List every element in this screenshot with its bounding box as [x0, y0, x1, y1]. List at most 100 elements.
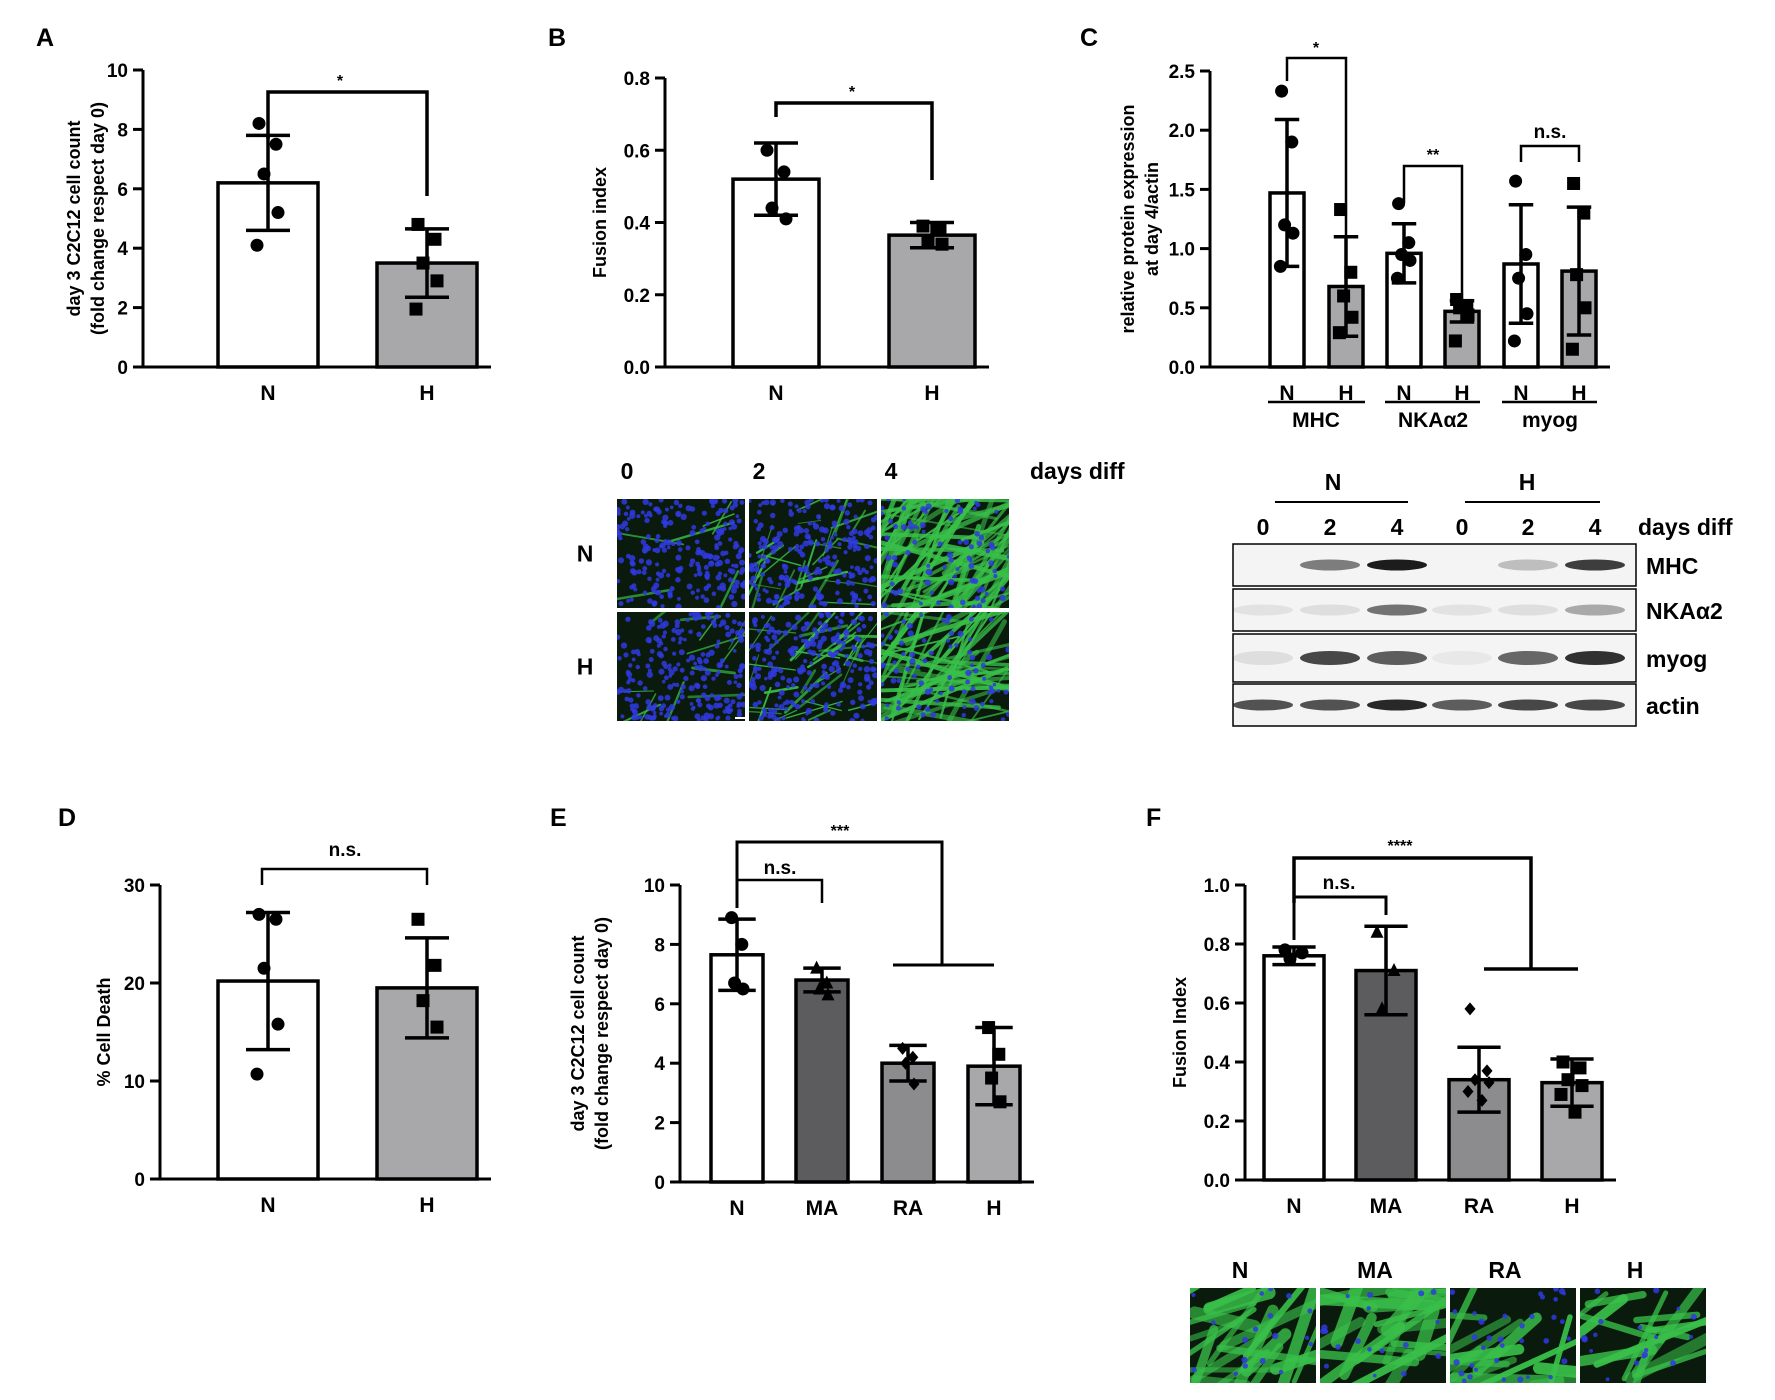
data-point: [765, 201, 779, 215]
nucleus: [686, 658, 691, 663]
data-point: [907, 1050, 919, 1064]
myotube: [961, 575, 1009, 608]
y-tick-label: 0: [654, 1173, 665, 1194]
nucleus: [777, 695, 782, 700]
nucleus: [823, 707, 829, 713]
myotube: [993, 584, 1009, 608]
micrograph-tile: [881, 612, 1009, 721]
nucleus: [881, 602, 888, 608]
nucleus: [791, 624, 798, 631]
nucleus: [707, 713, 715, 720]
nucleus: [716, 639, 721, 644]
nucleus: [846, 684, 851, 690]
nucleus: [642, 686, 648, 691]
nucleus: [1367, 1347, 1372, 1352]
myotube: [1190, 1288, 1201, 1295]
blot-band: [1565, 559, 1625, 571]
nucleus: [659, 594, 664, 600]
nucleus: [774, 703, 779, 708]
data-point: [1481, 1064, 1493, 1078]
nucleus: [620, 714, 625, 719]
nucleus: [669, 505, 674, 510]
nucleus: [835, 664, 841, 670]
nucleus: [862, 577, 868, 583]
nucleus: [907, 520, 913, 525]
micrograph-tile: [1320, 1288, 1446, 1383]
nucleus: [1272, 1332, 1279, 1340]
myotube: [1206, 1288, 1268, 1367]
myotube: [887, 666, 1009, 692]
nucleus: [850, 699, 856, 706]
nucleus: [924, 579, 931, 586]
data-point: [760, 143, 774, 157]
nucleus: [700, 594, 705, 599]
nucleus: [689, 702, 694, 706]
bar: [794, 978, 850, 1184]
y-tick-label: 8: [654, 935, 665, 956]
nucleus: [817, 569, 823, 575]
nucleus: [669, 585, 675, 592]
myotube: [1330, 1288, 1364, 1349]
nucleus: [812, 586, 819, 592]
x-category-label: RA: [1464, 1195, 1494, 1218]
nucleus: [710, 503, 716, 509]
nucleus: [970, 686, 976, 692]
nucleus: [999, 594, 1006, 602]
micrograph-tile: [1450, 1288, 1576, 1383]
myotube: [946, 503, 1009, 524]
nucleus: [662, 514, 669, 521]
nucleus: [694, 665, 699, 670]
nucleus: [854, 603, 859, 608]
nucleus: [965, 669, 972, 677]
nucleus: [985, 654, 993, 661]
data-point: [810, 960, 824, 974]
y-tick-label: 4: [117, 239, 128, 260]
nucleus: [665, 711, 671, 718]
nucleus: [621, 520, 629, 527]
nucleus: [697, 664, 704, 672]
nucleus: [694, 595, 700, 600]
nucleus: [757, 522, 764, 529]
panel-label: D: [58, 804, 76, 832]
nucleus: [1517, 1376, 1524, 1383]
nucleus: [660, 604, 665, 608]
significance-bracket: [1402, 164, 1464, 307]
myotube: [793, 560, 806, 594]
nucleus: [697, 659, 703, 665]
data-point: [411, 912, 425, 926]
nucleus: [1259, 1291, 1265, 1296]
y-tick-label: 0.4: [624, 214, 651, 235]
nucleus: [842, 573, 847, 578]
nucleus: [625, 505, 630, 510]
nucleus: [728, 594, 735, 600]
nucleus: [832, 554, 838, 560]
nucleus: [994, 509, 999, 514]
nucleus: [873, 514, 877, 521]
nucleus: [709, 499, 716, 505]
myotube: [916, 531, 1009, 583]
nucleus: [704, 570, 710, 576]
nucleus: [700, 715, 706, 721]
nucleus: [749, 682, 753, 689]
nucleus: [731, 523, 738, 530]
nucleus: [1469, 1362, 1475, 1368]
nucleus: [683, 675, 689, 682]
myotube: [896, 504, 961, 608]
nucleus: [804, 533, 811, 540]
myotube: [954, 546, 1009, 608]
nucleus: [654, 538, 660, 544]
x-category-label: H: [924, 382, 939, 405]
nucleus: [858, 666, 863, 672]
nucleus: [980, 662, 986, 668]
y-axis-label-line: day 3 C2C12 cell count: [568, 935, 588, 1131]
x-category-label: N: [768, 382, 783, 405]
nucleus: [759, 684, 766, 692]
nucleus: [955, 567, 960, 572]
nucleus: [617, 511, 621, 516]
nucleus: [679, 694, 685, 700]
nucleus: [762, 707, 767, 713]
nucleus: [704, 695, 711, 702]
nucleus: [652, 703, 658, 708]
nucleus: [850, 618, 858, 626]
nucleus: [737, 667, 743, 674]
